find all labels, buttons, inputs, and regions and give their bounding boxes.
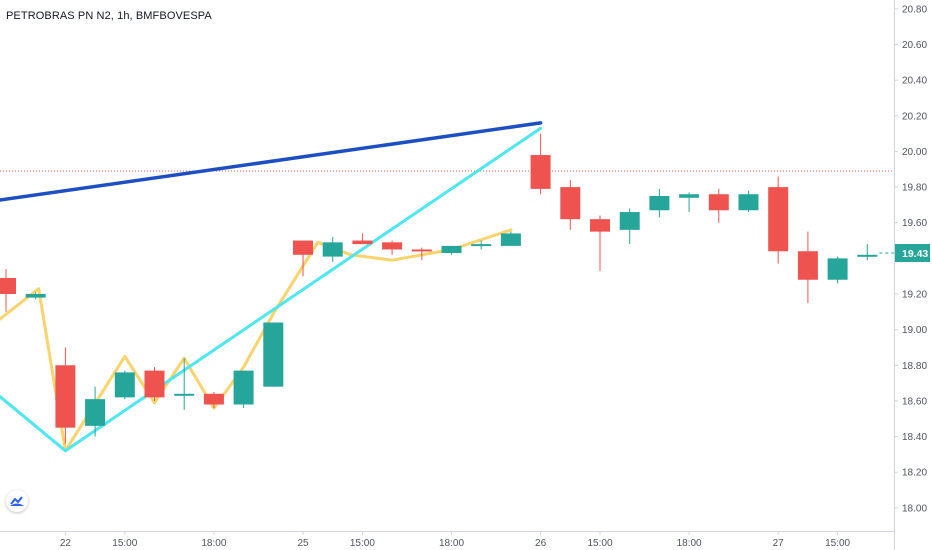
candle-body bbox=[857, 254, 878, 257]
drawings-layer bbox=[0, 121, 894, 453]
candle-19 bbox=[560, 179, 581, 230]
x-tick-label-3: 25 bbox=[297, 538, 309, 549]
last-price-badge-label: 19.43 bbox=[902, 248, 928, 260]
candle-body bbox=[649, 196, 670, 211]
candle-28 bbox=[827, 256, 848, 284]
last-price-badge-bg bbox=[895, 244, 930, 263]
candle-body bbox=[203, 393, 224, 405]
candle-15 bbox=[441, 245, 462, 255]
y-tick-label-6: 19.60 bbox=[902, 218, 927, 229]
candle-10 bbox=[293, 240, 313, 277]
tradingview-logo-icon-glyph bbox=[10, 496, 24, 506]
candle-body bbox=[560, 187, 581, 220]
candle-27 bbox=[797, 231, 818, 303]
y-tick-label-4: 20.00 bbox=[902, 147, 927, 158]
x-tick-label-7: 15:00 bbox=[587, 538, 612, 549]
candle-body bbox=[263, 322, 284, 387]
candle-body bbox=[500, 233, 521, 246]
y-tick-label-12: 18.40 bbox=[902, 432, 927, 443]
candle-body bbox=[233, 370, 254, 405]
candle-17 bbox=[500, 231, 521, 246]
zigzag-line bbox=[0, 228, 513, 453]
candle-8 bbox=[233, 370, 254, 409]
x-tick-label-5: 18:00 bbox=[439, 538, 464, 549]
y-tick-label-9: 19.00 bbox=[902, 325, 927, 336]
candle-body bbox=[322, 242, 343, 257]
candle-18 bbox=[530, 133, 551, 195]
candle-body bbox=[797, 251, 818, 280]
candle-11 bbox=[322, 236, 343, 262]
candle-1 bbox=[25, 292, 46, 300]
candle-body bbox=[85, 399, 106, 426]
candle-13 bbox=[382, 240, 403, 255]
candle-25 bbox=[738, 190, 759, 213]
candles-layer bbox=[0, 133, 878, 444]
candle-5 bbox=[144, 367, 165, 401]
candle-body bbox=[174, 393, 195, 396]
y-tick-label-3: 20.20 bbox=[902, 111, 927, 122]
x-tick-label-0: 22 bbox=[60, 538, 72, 549]
x-tick-label-1: 15:00 bbox=[112, 538, 137, 549]
candle-body bbox=[114, 372, 135, 398]
x-tick-label-8: 18:00 bbox=[677, 538, 702, 549]
candle-14 bbox=[411, 247, 432, 261]
candle-21 bbox=[619, 208, 640, 245]
candle-body bbox=[827, 258, 848, 280]
x-tick-label-4: 15:00 bbox=[350, 538, 375, 549]
candle-29 bbox=[857, 244, 878, 261]
y-tick-label-5: 19.80 bbox=[902, 183, 927, 194]
y-tick-label-2: 20.40 bbox=[902, 76, 927, 87]
candle-23 bbox=[679, 192, 700, 213]
candle-12 bbox=[352, 233, 373, 245]
channel-line bbox=[0, 126, 543, 453]
candle-body bbox=[411, 249, 432, 252]
trend-line bbox=[0, 121, 543, 202]
x-tick-label-9: 27 bbox=[773, 538, 785, 549]
candle-body bbox=[590, 219, 610, 232]
candle-22 bbox=[649, 188, 670, 218]
candle-6 bbox=[174, 358, 195, 410]
candle-body bbox=[382, 242, 403, 250]
y-tick-label-11: 18.60 bbox=[902, 396, 927, 407]
candle-4 bbox=[114, 370, 135, 400]
candle-body bbox=[738, 194, 759, 211]
candle-16 bbox=[471, 240, 492, 250]
candle-3 bbox=[85, 386, 106, 437]
y-tick-label-13: 18.20 bbox=[902, 468, 927, 479]
candle-9 bbox=[263, 322, 284, 387]
last-price-badge: 19.43 bbox=[895, 244, 930, 263]
candle-body bbox=[441, 245, 462, 254]
y-tick-label-8: 19.20 bbox=[902, 290, 927, 301]
candle-body bbox=[55, 365, 76, 428]
candle-body bbox=[530, 155, 551, 189]
candle-body bbox=[352, 240, 373, 245]
candle-26 bbox=[768, 176, 789, 264]
candle-0 bbox=[0, 269, 16, 312]
candle-body bbox=[768, 187, 789, 252]
candle-body bbox=[144, 370, 165, 398]
candle-body bbox=[0, 277, 16, 295]
candle-7 bbox=[203, 392, 224, 409]
candle-body bbox=[293, 240, 313, 255]
x-tick-label-6: 26 bbox=[535, 538, 547, 549]
x-tick-label-2: 18:00 bbox=[201, 538, 226, 549]
candle-20 bbox=[590, 215, 610, 271]
x-tick-label-10: 15:00 bbox=[825, 538, 850, 549]
y-tick-label-0: 20.80 bbox=[902, 4, 927, 15]
candle-body bbox=[679, 194, 700, 198]
candle-body bbox=[25, 294, 46, 298]
y-tick-label-14: 18.00 bbox=[902, 503, 927, 514]
candle-24 bbox=[708, 188, 729, 223]
symbol-title: PETROBRAS PN N2, 1h, BMFBOVESPA bbox=[6, 10, 212, 22]
candle-body bbox=[471, 244, 492, 247]
y-tick-label-10: 18.80 bbox=[902, 361, 927, 372]
candle-body bbox=[708, 194, 729, 211]
tradingview-logo-icon[interactable] bbox=[6, 490, 28, 512]
candle-2 bbox=[55, 347, 76, 444]
candle-body bbox=[619, 212, 640, 230]
y-tick-label-1: 20.60 bbox=[902, 40, 927, 51]
